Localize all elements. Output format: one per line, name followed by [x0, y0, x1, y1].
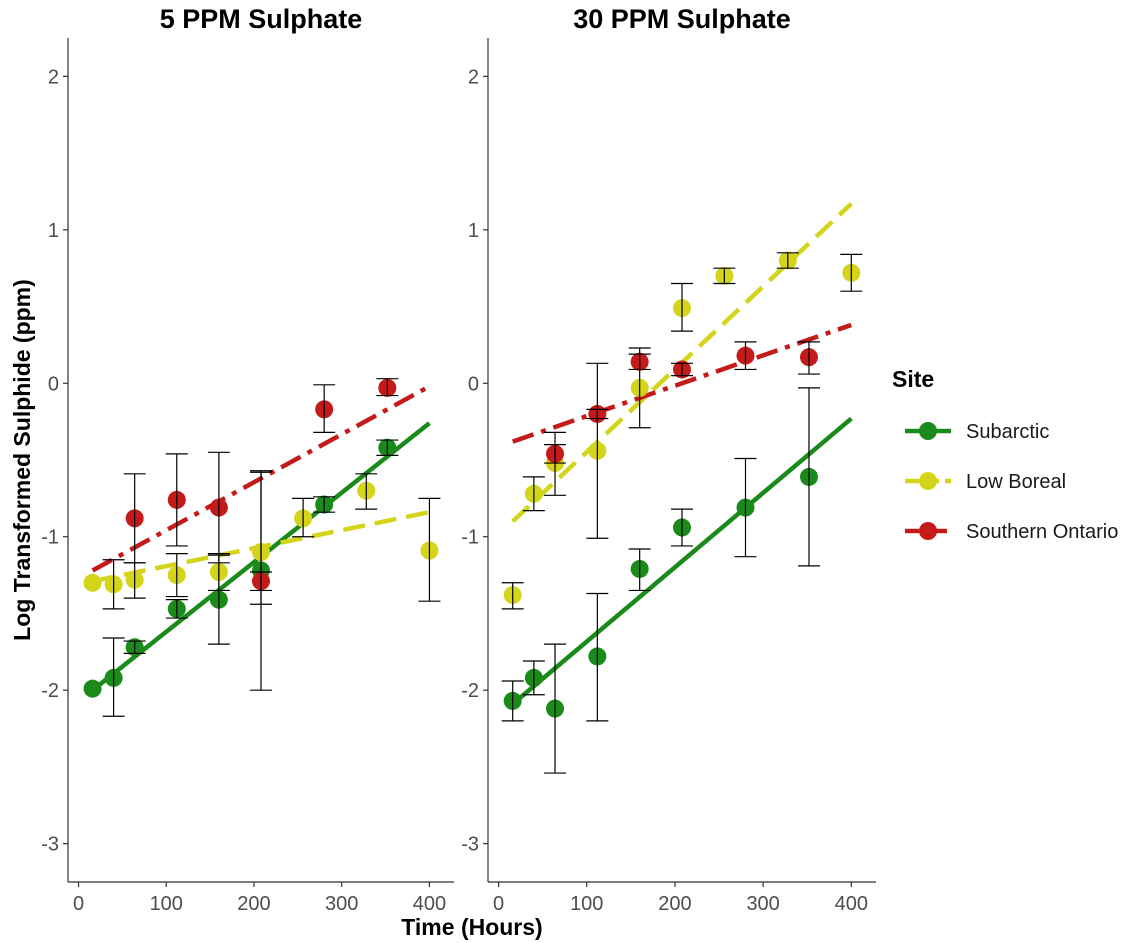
- y-tick-label: -3: [461, 834, 479, 856]
- legend-label: Southern Ontario: [966, 521, 1118, 543]
- y-tick-label: 0: [48, 373, 59, 395]
- panel-title: 5 PPM Sulphate: [160, 4, 363, 34]
- y-tick-label: 1: [48, 220, 59, 242]
- legend-label: Subarctic: [966, 421, 1049, 443]
- x-tick-label: 200: [658, 893, 691, 915]
- y-tick-label: 1: [468, 220, 479, 242]
- y-tick-label: 0: [468, 373, 479, 395]
- x-tick-label: 400: [413, 893, 446, 915]
- trend-line-southern-ontario: [511, 322, 853, 444]
- trend-line-subarctic: [511, 416, 853, 706]
- legend-key-dot: [919, 422, 937, 440]
- data-point-subarctic: [83, 679, 102, 698]
- legend-title: Site: [892, 366, 934, 392]
- data-point-low-boreal: [83, 573, 102, 592]
- x-tick-label: 0: [493, 893, 504, 915]
- x-tick-label: 200: [237, 893, 270, 915]
- legend-label: Low Boreal: [966, 471, 1066, 493]
- x-tick-label: 300: [746, 893, 779, 915]
- x-tick-label: 300: [325, 893, 358, 915]
- x-axis-title: Time (Hours): [401, 914, 542, 940]
- y-tick-label: 2: [468, 66, 479, 88]
- legend-key-dot: [919, 522, 937, 540]
- legend-key-dot: [919, 472, 937, 490]
- legend: Site Subarctic Low Boreal Southern Ontario: [892, 366, 1118, 543]
- y-tick-label: -2: [41, 680, 59, 702]
- x-tick-label: 100: [150, 893, 183, 915]
- y-tick-label: -1: [461, 527, 479, 549]
- x-tick-label: 0: [73, 893, 84, 915]
- panel-2: 30 PPM Sulphate -3 -2 -1 0 1 2 0 100 200 300 400: [461, 4, 876, 915]
- panel-1: 5 PPM Sulphate -3 -2 -1 0 1 2 0 100 200 300 400: [41, 4, 454, 915]
- y-tick-label: -1: [41, 527, 59, 549]
- y-tick-label: -3: [41, 834, 59, 856]
- y-axis-title: Log Transformed Sulphide (ppm): [9, 279, 35, 641]
- panel-title: 30 PPM Sulphate: [573, 4, 791, 34]
- x-tick-label: 400: [835, 893, 868, 915]
- y-tick-label: -2: [461, 680, 479, 702]
- y-tick-label: 2: [48, 66, 59, 88]
- x-tick-label: 100: [570, 893, 603, 915]
